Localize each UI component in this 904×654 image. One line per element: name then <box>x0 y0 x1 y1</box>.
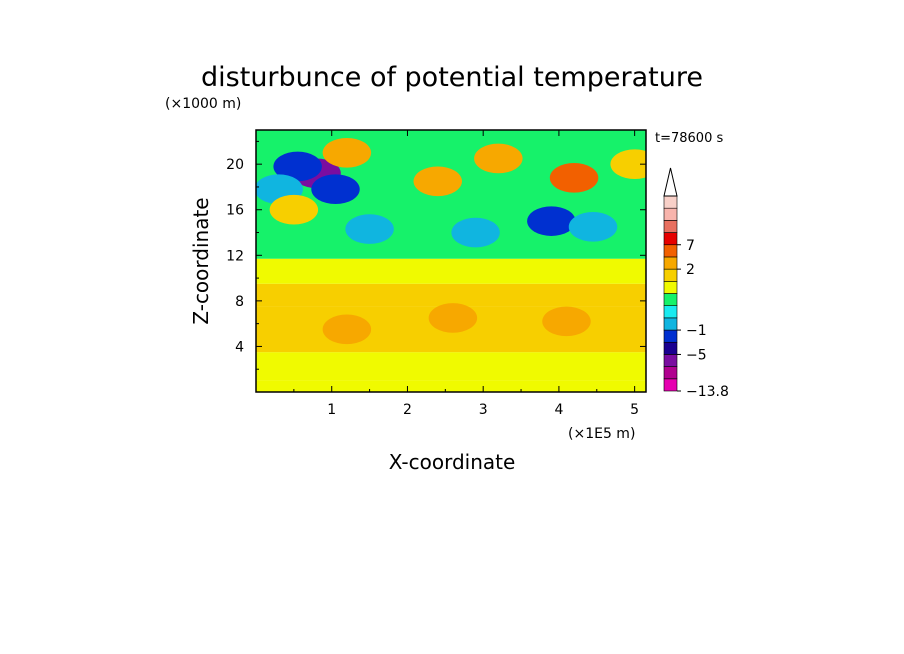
colorbar-segment <box>663 256 678 270</box>
field-feature-15 <box>322 314 372 345</box>
x-tick-label: 1 <box>327 402 336 418</box>
field-feature-10 <box>413 166 462 197</box>
field-feature-5 <box>451 217 500 248</box>
colorbar-label: −1 <box>686 323 707 339</box>
colorbar-segment <box>663 305 678 319</box>
colorbar-segment <box>663 317 678 331</box>
colorbar-segment <box>663 293 678 306</box>
field-feature-11 <box>322 137 372 168</box>
field-feature-16 <box>428 303 478 333</box>
x-tick-label: 2 <box>403 402 412 418</box>
colorbar-segment <box>663 281 678 294</box>
colorbar-segment <box>663 354 678 367</box>
colorbar-segment <box>663 220 678 233</box>
x-tick-label: 3 <box>479 402 488 418</box>
field-feature-8 <box>549 163 599 193</box>
y-tick-label: 4 <box>235 339 244 355</box>
field-feature-2 <box>311 174 360 205</box>
field-feature-9 <box>474 143 523 174</box>
field-feature-1 <box>273 151 322 182</box>
field-feature-6 <box>527 206 576 236</box>
y-tick-label: 8 <box>235 294 244 310</box>
field-band-4 <box>256 258 646 284</box>
colorbar-segment <box>663 268 678 282</box>
y-tick-label: 12 <box>226 248 244 264</box>
field-feature-7 <box>568 212 618 242</box>
chart-title: disturbunce of potential temperature <box>201 62 703 93</box>
field-feature-13 <box>610 149 646 179</box>
y-axis-label: Z-coordinate <box>189 197 213 324</box>
colorbar-segment <box>663 366 678 380</box>
colorbar-segment <box>663 329 678 343</box>
time-label: t=78600 s <box>655 131 723 146</box>
colorbar-label: −13.8 <box>686 384 729 400</box>
y-unit-label: (×1000 m) <box>165 96 241 112</box>
field-feature-14 <box>542 306 591 337</box>
y-tick-label: 16 <box>226 203 244 219</box>
plot-frame <box>255 129 647 393</box>
x-axis-label: X-coordinate <box>389 450 516 474</box>
y-tick-label: 20 <box>226 157 244 173</box>
colorbar-segment <box>663 207 678 221</box>
colorbar: 7 2 −1 −5 −13.8 <box>663 167 729 400</box>
x-tick-label: 4 <box>554 402 563 418</box>
field-band-1 <box>256 352 646 381</box>
colorbar-segment <box>663 341 678 355</box>
colorbar-segment <box>663 195 678 209</box>
colorbar-label: 7 <box>686 238 695 254</box>
x-unit-label: (×1E5 m) <box>568 426 635 442</box>
x-tick-label: 5 <box>630 402 639 418</box>
colorbar-segment <box>663 378 678 392</box>
colorbar-segment <box>663 244 678 258</box>
contour-field <box>256 130 646 392</box>
colorbar-segment <box>663 232 678 246</box>
colorbar-label: 2 <box>686 262 695 278</box>
field-band-3 <box>256 283 646 307</box>
field-feature-4 <box>345 214 394 244</box>
colorbar-extend-arrow <box>663 167 678 197</box>
colorbar-label: −5 <box>686 347 707 363</box>
field-feature-12 <box>269 194 319 225</box>
field-band-0 <box>256 380 646 392</box>
